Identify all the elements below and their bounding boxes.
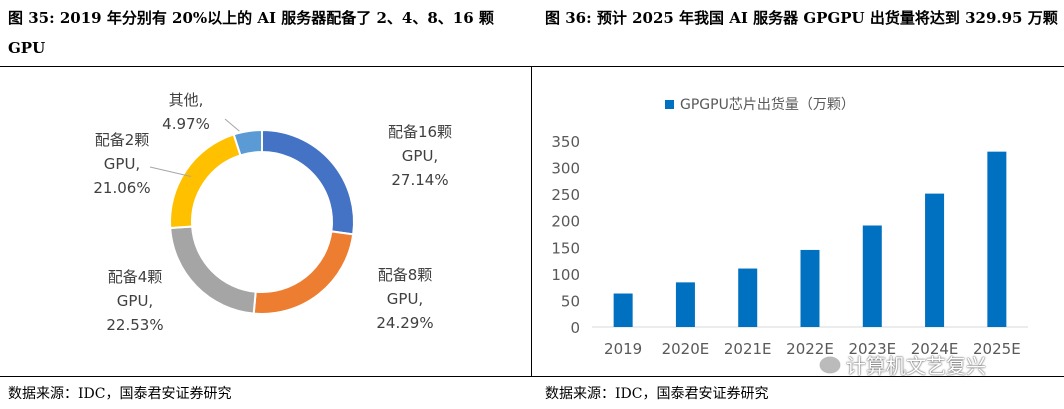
bar-2020E: [675, 282, 695, 327]
bar-2025E: [987, 151, 1007, 327]
bar-2019: [613, 293, 633, 327]
x-tick-label-1: 2020E: [662, 340, 710, 358]
y-tick-label-5: 250: [551, 186, 580, 204]
x-tick-label-4: 2023E: [848, 340, 896, 358]
x-tick-label-6: 2025E: [973, 340, 1021, 358]
slice-label-2: 配备4颗 GPU, 22.53%: [106, 268, 163, 334]
column-divider: [531, 66, 532, 377]
figure-35-caption: 图 35: 2019 年分别有 20%以上的 AI 服务器配备了 2、4、8、1…: [8, 9, 494, 57]
top-rule: [0, 66, 1064, 67]
watermark: 计算机文艺复兴: [820, 350, 986, 379]
figure-36-caption: 图 36: 预计 2025 年我国 AI 服务器 GPGPU 出货量将达到 32…: [545, 9, 1058, 27]
bar-2023E: [862, 225, 882, 327]
bar-2024E: [925, 193, 945, 327]
y-tick-label-7: 350: [551, 133, 580, 151]
x-tick-label-5: 2024E: [911, 340, 959, 358]
y-tick-label-1: 50: [561, 292, 580, 310]
slice-leader-line-4: [224, 118, 240, 132]
y-tick-label-3: 150: [551, 239, 580, 257]
slice-leader-line-3: [149, 166, 192, 177]
donut-slice-1: [252, 230, 355, 315]
gpgpu-shipment-bar-chart: GPGPU芯片出货量（万颗） 0 50 100 150 200 250 300 350 2019 2…: [551, 96, 1028, 358]
donut-slice-4: [232, 128, 263, 157]
slice-label-4: 其他, 4.97%: [162, 91, 210, 133]
donut-slice-3: [169, 133, 242, 230]
watermark-text: 计算机文艺复兴: [846, 354, 986, 378]
x-tick-label-0: 2019: [604, 340, 642, 358]
legend-swatch: [665, 100, 674, 109]
y-tick-label-6: 300: [551, 160, 580, 178]
x-tick-label-2: 2021E: [724, 340, 772, 358]
source-note-right: 数据来源：IDC，国泰君安证券研究: [545, 386, 769, 402]
source-note-left: 数据来源：IDC，国泰君安证券研究: [8, 386, 232, 402]
bottom-rule: [0, 376, 1064, 377]
y-tick-label-4: 200: [551, 213, 580, 231]
wechat-icon: [820, 356, 840, 373]
y-tick-label-0: 0: [570, 319, 580, 337]
donut-slice-2: [169, 225, 257, 315]
bar-2021E: [738, 268, 758, 327]
slice-label-1: 配备8颗 GPU, 24.29%: [376, 266, 433, 332]
slice-label-0: 配备16颗 GPU, 27.14%: [388, 123, 452, 189]
y-tick-label-2: 100: [551, 266, 580, 284]
gpu-config-donut-chart: 配备16颗 GPU, 27.14% 配备8颗 GPU, 24.29% 配备4颗 GPU, 22.…: [93, 91, 452, 334]
legend-label: GPGPU芯片出货量（万颗）: [680, 96, 855, 113]
bar-2022E: [800, 249, 820, 327]
slice-label-3: 配备2颗 GPU, 21.06%: [93, 131, 150, 197]
x-tick-label-3: 2022E: [786, 340, 834, 358]
donut-slice-0: [261, 128, 355, 236]
